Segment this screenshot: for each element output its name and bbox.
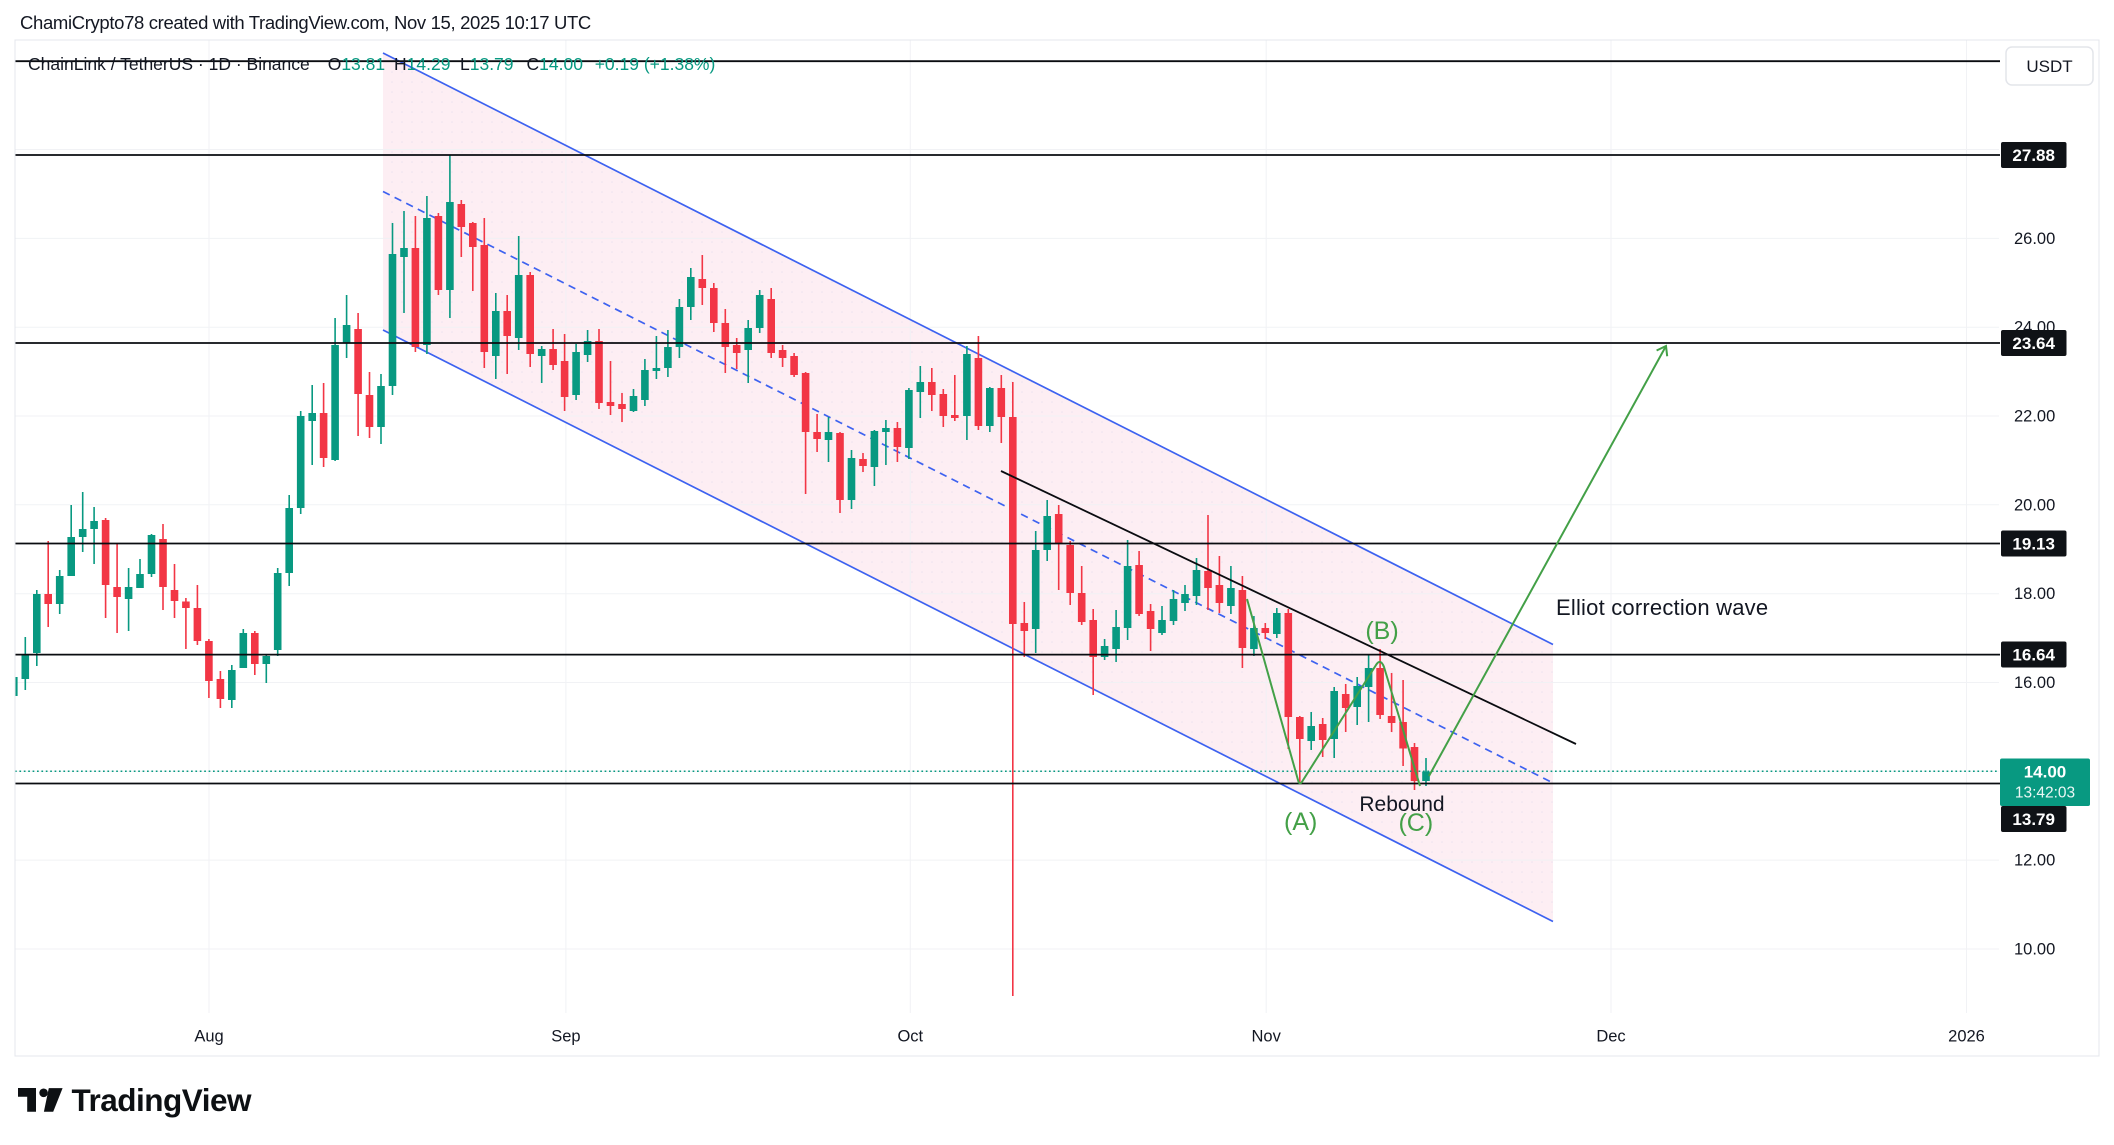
svg-text:Oct: Oct bbox=[897, 1028, 923, 1046]
svg-text:22.00: 22.00 bbox=[2014, 408, 2055, 426]
svg-text:16.64: 16.64 bbox=[2012, 645, 2055, 664]
svg-text:USDT: USDT bbox=[2026, 57, 2072, 76]
svg-text:(C): (C) bbox=[1398, 809, 1433, 837]
svg-text:26.00: 26.00 bbox=[2014, 230, 2055, 248]
svg-text:19.13: 19.13 bbox=[2012, 534, 2055, 553]
svg-text:20.00: 20.00 bbox=[2014, 496, 2055, 514]
svg-text:Dec: Dec bbox=[1596, 1028, 1625, 1046]
svg-text:(B): (B) bbox=[1365, 617, 1398, 645]
svg-text:Elliot correction wave: Elliot correction wave bbox=[1556, 595, 1768, 620]
svg-text:Nov: Nov bbox=[1252, 1028, 1282, 1046]
svg-text:10.00: 10.00 bbox=[2014, 941, 2055, 959]
svg-text:2026: 2026 bbox=[1948, 1028, 1985, 1046]
svg-text:Aug: Aug bbox=[194, 1028, 223, 1046]
svg-text:14.00: 14.00 bbox=[2024, 763, 2067, 782]
svg-text:18.00: 18.00 bbox=[2014, 585, 2055, 603]
svg-text:TradingView: TradingView bbox=[72, 1082, 252, 1118]
svg-text:ChamiCrypto78 created with Tra: ChamiCrypto78 created with TradingView.c… bbox=[20, 12, 591, 33]
svg-text:12.00: 12.00 bbox=[2014, 852, 2055, 870]
svg-text:16.00: 16.00 bbox=[2014, 674, 2055, 692]
svg-text:Rebound: Rebound bbox=[1359, 793, 1444, 816]
svg-text:Sep: Sep bbox=[551, 1028, 580, 1046]
svg-text:27.88: 27.88 bbox=[2012, 146, 2055, 165]
svg-text:23.64: 23.64 bbox=[2012, 334, 2055, 353]
svg-text:13:42:03: 13:42:03 bbox=[2015, 785, 2075, 802]
svg-text:(A): (A) bbox=[1284, 808, 1317, 836]
svg-text:ChainLink / TetherUS · 1D · Bi: ChainLink / TetherUS · 1D · Binance bbox=[28, 54, 310, 74]
svg-text:13.79: 13.79 bbox=[2012, 810, 2055, 829]
